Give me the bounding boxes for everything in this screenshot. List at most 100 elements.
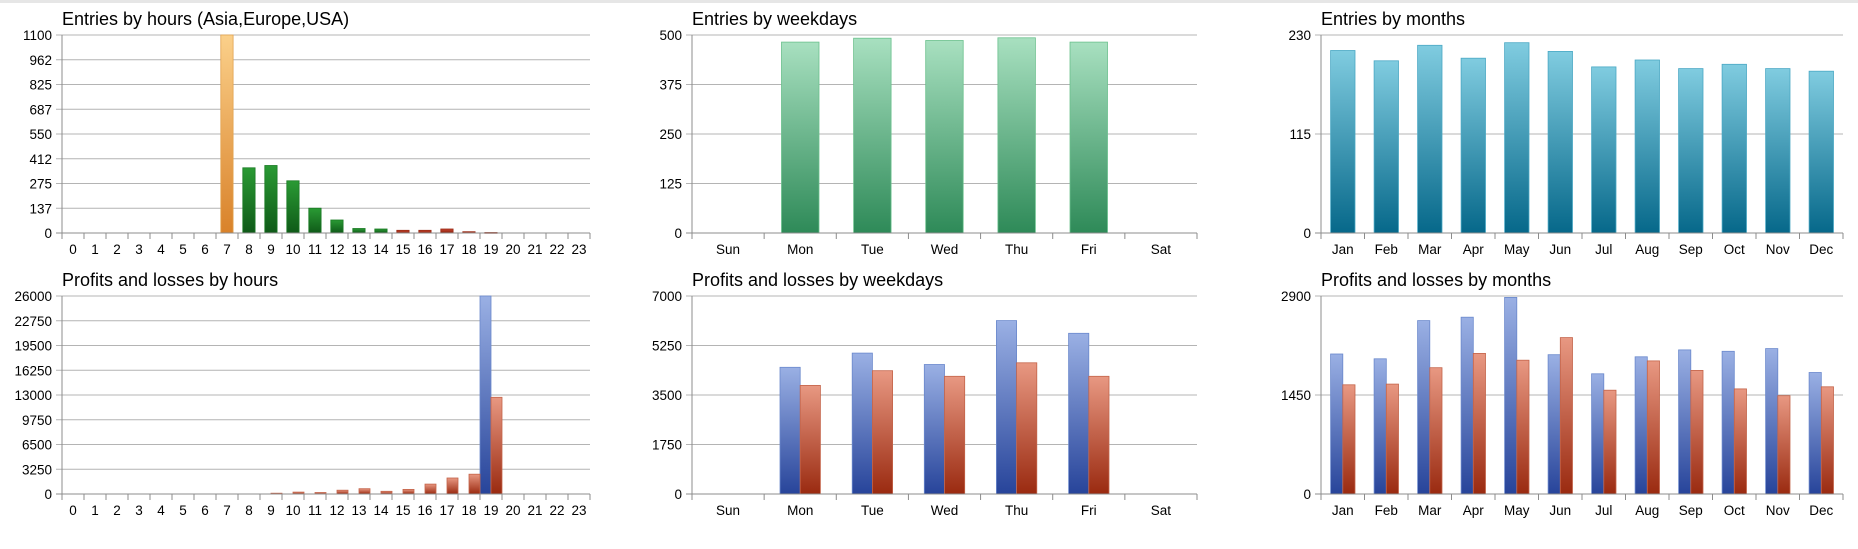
y-tick-label: 19500: [14, 339, 52, 354]
x-tick-label: 14: [373, 242, 389, 257]
x-tick-label: 21: [527, 503, 542, 518]
x-tick-label: Nov: [1766, 503, 1790, 518]
x-tick-label: Wed: [931, 503, 959, 518]
y-tick-label: 9750: [22, 413, 52, 428]
x-tick-label: Sat: [1151, 503, 1172, 518]
bar: [1373, 60, 1399, 234]
chart-title: Profits and losses by weekdays: [692, 270, 943, 290]
y-tick-label: 137: [29, 201, 52, 216]
bar: [1591, 373, 1605, 495]
chart-title: Entries by hours (Asia,Europe,USA): [62, 9, 349, 29]
x-tick-label: 5: [179, 242, 187, 257]
bar: [1765, 68, 1791, 234]
x-tick-label: Sun: [716, 242, 740, 257]
bar: [1417, 320, 1431, 495]
bar: [1690, 369, 1704, 495]
bar: [468, 473, 481, 495]
x-tick-label: 18: [461, 503, 476, 518]
bar: [1634, 59, 1660, 234]
bar: [944, 375, 966, 495]
bar: [997, 37, 1036, 234]
y-tick-label: 962: [29, 53, 52, 68]
bar: [851, 352, 873, 495]
x-tick-label: Jun: [1549, 242, 1571, 257]
x-tick-label: Apr: [1463, 242, 1485, 257]
bar: [1330, 50, 1356, 234]
bar: [1591, 66, 1617, 234]
bar: [781, 41, 820, 234]
y-tick-label: 22750: [14, 314, 52, 329]
x-tick-label: 22: [549, 503, 564, 518]
x-tick-label: Nov: [1766, 242, 1790, 257]
bar: [1504, 42, 1530, 234]
y-tick-label: 500: [659, 28, 682, 43]
bar: [1721, 63, 1747, 234]
chart-panel-6: Profits and losses by months 0 1450 2900 Jan…: [1281, 270, 1844, 518]
x-tick-label: Aug: [1635, 503, 1659, 518]
y-tick-label: 250: [659, 127, 682, 142]
x-tick-label: 9: [267, 242, 275, 257]
bar: [1547, 51, 1573, 234]
bar: [1678, 349, 1692, 495]
x-tick-label: 0: [69, 503, 77, 518]
x-tick-label: Jan: [1332, 242, 1354, 257]
x-tick-label: Mar: [1418, 503, 1442, 518]
bar: [479, 295, 492, 495]
y-tick-label: 3250: [22, 462, 52, 477]
x-tick-label: 17: [439, 242, 454, 257]
x-tick-label: 2: [113, 242, 121, 257]
x-tick-label: Thu: [1005, 503, 1028, 518]
x-tick-label: 3: [135, 242, 143, 257]
x-tick-label: 15: [395, 503, 410, 518]
x-tick-label: 13: [351, 503, 366, 518]
x-tick-label: Apr: [1463, 503, 1485, 518]
bar: [1016, 362, 1038, 495]
x-tick-label: 14: [373, 503, 389, 518]
bar: [336, 489, 349, 495]
chart-panel-4: Profits and losses by hours0325065009750…: [14, 270, 591, 518]
y-tick-label: 412: [29, 152, 52, 167]
bar: [1385, 383, 1399, 495]
x-tick-label: Fri: [1081, 503, 1097, 518]
x-tick-label: 12: [329, 503, 344, 518]
bar: [1429, 367, 1443, 495]
bar: [440, 228, 454, 234]
bar: [358, 488, 371, 495]
x-tick-label: 19: [483, 242, 498, 257]
y-tick-label: 275: [29, 177, 52, 192]
y-tick-label: 0: [1303, 226, 1311, 241]
x-tick-label: Feb: [1375, 503, 1398, 518]
x-tick-label: 8: [245, 503, 253, 518]
y-tick-label: 687: [29, 102, 52, 117]
x-tick-label: Jul: [1595, 503, 1612, 518]
y-tick-label: 0: [44, 226, 52, 241]
bar: [1808, 372, 1822, 495]
x-tick-label: Dec: [1809, 503, 1833, 518]
bar: [853, 37, 892, 234]
x-tick-label: 9: [267, 503, 275, 518]
x-tick-label: 13: [351, 242, 366, 257]
bar: [490, 396, 503, 495]
chart-panel-5: Profits and losses by weekdays 0 1750 3500 5…: [652, 270, 1198, 518]
x-tick-label: 6: [201, 242, 209, 257]
bar: [872, 370, 894, 495]
top-edge-strip: [0, 0, 1858, 3]
x-tick-label: Oct: [1724, 503, 1745, 518]
x-tick-label: 3: [135, 503, 143, 518]
x-tick-label: 8: [245, 242, 253, 257]
bar: [996, 320, 1018, 495]
bar: [424, 483, 437, 495]
x-tick-label: Sun: [716, 503, 740, 518]
bar: [1777, 395, 1791, 495]
x-tick-label: Dec: [1809, 242, 1833, 257]
x-tick-label: Sat: [1151, 242, 1172, 257]
y-tick-label: 1750: [652, 438, 682, 453]
x-tick-label: Aug: [1635, 242, 1659, 257]
x-tick-label: 1: [91, 242, 99, 257]
x-tick-label: 10: [285, 242, 300, 257]
x-tick-label: 20: [505, 242, 520, 257]
x-tick-label: 0: [69, 242, 77, 257]
x-tick-label: 2: [113, 503, 121, 518]
bar: [1069, 41, 1108, 234]
x-tick-label: Mon: [787, 242, 813, 257]
